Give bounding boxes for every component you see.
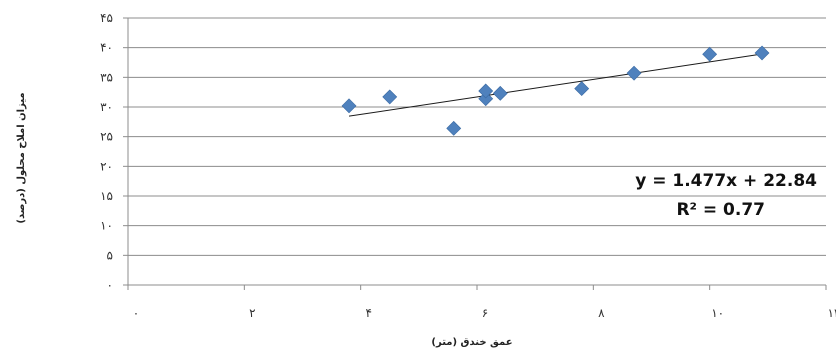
x-tick-label: ۶ [482, 306, 488, 320]
trendline-group [348, 53, 763, 117]
x-tick-label: ۱۰ [711, 306, 724, 320]
y-tick-label: ۴۵ [100, 11, 113, 25]
x-tick-label: ۴ [365, 306, 371, 320]
y-tick-label: ۱۰ [100, 219, 113, 233]
axes [123, 17, 827, 290]
y-tick-label: ۴۰ [100, 41, 113, 55]
data-point [702, 46, 718, 62]
data-point [341, 98, 357, 114]
data-point [492, 85, 508, 101]
y-tick-label: ۲۵ [100, 130, 113, 144]
y-tick-label: ۱۵ [100, 189, 113, 203]
r-squared-label: R² = 0.77 [676, 200, 765, 220]
x-tick-label: ۱۲ [828, 306, 836, 320]
data-points [341, 45, 770, 136]
data-point [478, 91, 494, 107]
y-tick-label: ۳۰ [100, 100, 113, 114]
data-point [478, 83, 494, 99]
y-tick-label: ۲۰ [100, 159, 113, 173]
x-tick-label: ۰ [133, 306, 139, 320]
x-tick-labels: ۰ ۲ ۴ ۶ ۸ ۱۰ ۱۲ [133, 306, 836, 320]
x-tick-label: ۲ [249, 306, 255, 320]
data-point [626, 65, 642, 81]
y-tick-label: ۵ [107, 248, 113, 262]
x-axis-title: عمق خندق (متر) [431, 337, 512, 348]
gridlines [128, 17, 826, 256]
y-tick-label: ۰ [107, 278, 113, 292]
data-point [754, 45, 770, 61]
data-point [446, 120, 462, 136]
data-point [382, 89, 398, 105]
x-tick-label: ۸ [598, 306, 605, 320]
y-tick-label: ۳۵ [100, 70, 113, 84]
trendline-equation: y = 1.477x + 22.84 [635, 171, 817, 191]
data-point [574, 81, 590, 97]
trendline [348, 53, 763, 117]
y-tick-labels: ۰ ۵ ۱۰ ۱۵ ۲۰ ۲۵ ۳۰ ۳۵ ۴۰ ۴۵ [100, 11, 113, 292]
y-axis-title: میزان املاح محلول (درصد) [16, 92, 27, 223]
